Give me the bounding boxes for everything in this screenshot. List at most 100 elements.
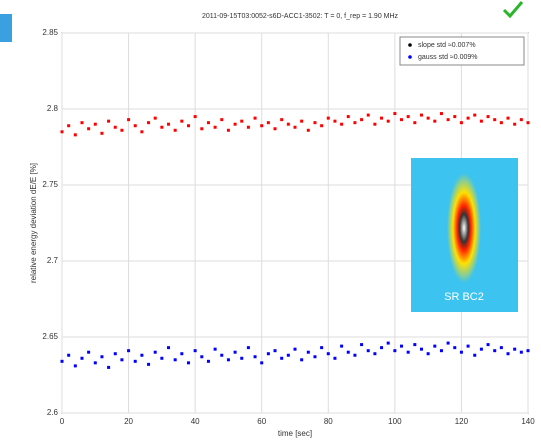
data-point	[227, 129, 230, 132]
data-point	[400, 345, 403, 348]
data-point	[487, 343, 490, 346]
data-point	[507, 352, 510, 355]
data-point	[387, 120, 390, 123]
side-panel	[0, 14, 12, 42]
data-point	[480, 348, 483, 351]
data-point	[94, 123, 97, 126]
data-point	[307, 129, 310, 132]
data-point	[267, 121, 270, 124]
data-point	[280, 118, 283, 121]
data-point	[453, 115, 456, 118]
chart-title: 2011-09-15T03:0052-s6D-ACC1-3502: T = 0,…	[202, 13, 399, 20]
data-point	[380, 346, 383, 349]
data-point	[167, 123, 170, 126]
data-point	[400, 118, 403, 121]
data-point	[433, 345, 436, 348]
data-point	[447, 118, 450, 121]
data-point	[320, 346, 323, 349]
data-point	[234, 123, 237, 126]
data-point	[447, 342, 450, 345]
data-point	[87, 351, 90, 354]
data-point	[227, 358, 230, 361]
data-point	[433, 120, 436, 123]
x-tick-label: 80	[324, 417, 333, 426]
data-point	[493, 349, 496, 352]
data-point	[373, 123, 376, 126]
data-point	[367, 349, 370, 352]
data-point	[320, 124, 323, 127]
data-point	[307, 351, 310, 354]
data-point	[367, 114, 370, 117]
data-point	[260, 124, 263, 127]
data-point	[373, 352, 376, 355]
x-axis-label: time [sec]	[278, 429, 312, 438]
data-point	[140, 130, 143, 133]
inset-label: SR BC2	[444, 291, 484, 303]
data-point	[393, 112, 396, 115]
x-tick-label: 40	[191, 417, 200, 426]
data-point	[300, 120, 303, 123]
data-point	[100, 132, 103, 135]
data-point	[107, 366, 110, 369]
x-tick-label: 100	[388, 417, 402, 426]
y-tick-label: 2.85	[42, 28, 58, 37]
data-point	[480, 120, 483, 123]
data-point	[194, 115, 197, 118]
data-point	[240, 357, 243, 360]
data-point	[360, 343, 363, 346]
data-point	[260, 361, 263, 364]
data-point	[527, 349, 530, 352]
data-point	[467, 345, 470, 348]
data-point	[487, 115, 490, 118]
data-point	[280, 357, 283, 360]
y-tick-label: 2.75	[42, 180, 58, 189]
data-point	[407, 351, 410, 354]
data-point	[353, 121, 356, 124]
data-point	[340, 123, 343, 126]
data-point	[353, 354, 356, 357]
data-point	[333, 120, 336, 123]
data-point	[254, 117, 257, 120]
data-point	[420, 114, 423, 117]
x-tick-label: 0	[60, 417, 65, 426]
data-point	[154, 117, 157, 120]
data-point	[214, 126, 217, 129]
data-point	[74, 364, 77, 367]
data-point	[134, 360, 137, 363]
legend-label: slope std ≈0.007%	[418, 42, 476, 49]
data-point	[380, 117, 383, 120]
data-point	[440, 112, 443, 115]
data-point	[473, 114, 476, 117]
data-point	[300, 358, 303, 361]
legend-marker	[408, 43, 412, 47]
data-point	[74, 133, 77, 136]
data-point	[67, 354, 70, 357]
data-point	[267, 352, 270, 355]
data-point	[313, 121, 316, 124]
data-point	[393, 349, 396, 352]
data-point	[147, 121, 150, 124]
data-point	[500, 346, 503, 349]
data-point	[154, 351, 157, 354]
data-point	[207, 121, 210, 124]
data-point	[87, 127, 90, 130]
data-point	[61, 130, 64, 133]
data-point	[247, 346, 250, 349]
data-point	[413, 121, 416, 124]
data-point	[407, 115, 410, 118]
data-point	[507, 117, 510, 120]
data-point	[513, 348, 516, 351]
data-point	[360, 118, 363, 121]
data-point	[500, 121, 503, 124]
data-point	[493, 118, 496, 121]
data-point	[333, 357, 336, 360]
data-point	[453, 346, 456, 349]
data-point	[287, 123, 290, 126]
data-point	[513, 123, 516, 126]
data-point	[413, 343, 416, 346]
data-point	[220, 118, 223, 121]
data-point	[254, 355, 257, 358]
data-point	[127, 349, 130, 352]
data-point	[460, 121, 463, 124]
data-point	[420, 348, 423, 351]
